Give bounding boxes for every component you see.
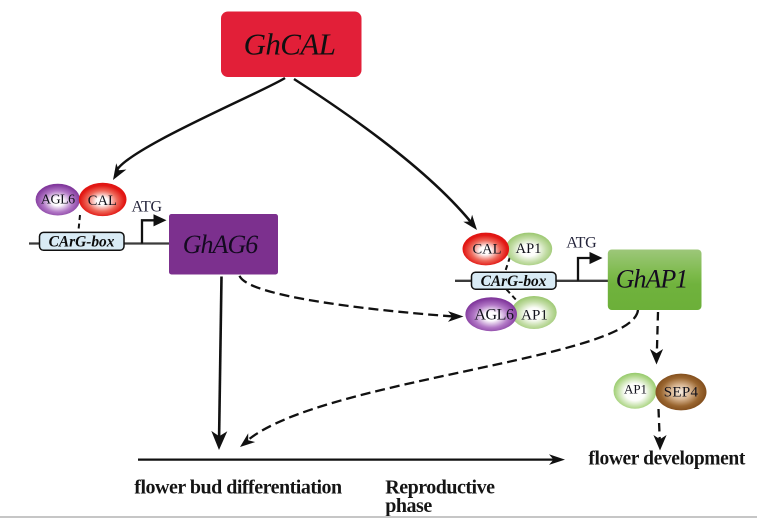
svg-text:AGL6: AGL6	[474, 307, 514, 324]
svg-text:AP1: AP1	[521, 307, 548, 323]
svg-text:GhAP1: GhAP1	[616, 264, 688, 293]
svg-text:ATG: ATG	[132, 199, 163, 216]
svg-text:CAL: CAL	[88, 193, 117, 209]
svg-text:phase: phase	[385, 495, 432, 517]
svg-text:AGL6: AGL6	[41, 193, 75, 208]
svg-text:GhAG6: GhAG6	[183, 230, 258, 259]
svg-text:GhCAL: GhCAL	[244, 26, 336, 61]
svg-text:CArG-box: CArG-box	[49, 234, 115, 251]
svg-text:SEP4: SEP4	[664, 385, 699, 401]
svg-text:AP1: AP1	[516, 241, 542, 257]
svg-text:AP1: AP1	[624, 381, 647, 396]
svg-text:ATG: ATG	[566, 235, 597, 252]
svg-text:flower bud differentiation: flower bud differentiation	[134, 476, 342, 498]
svg-text:Reproductive: Reproductive	[385, 476, 495, 498]
svg-text:CArG-box: CArG-box	[481, 273, 547, 290]
svg-text:flower development: flower development	[588, 449, 745, 470]
svg-text:CAL: CAL	[473, 242, 502, 258]
